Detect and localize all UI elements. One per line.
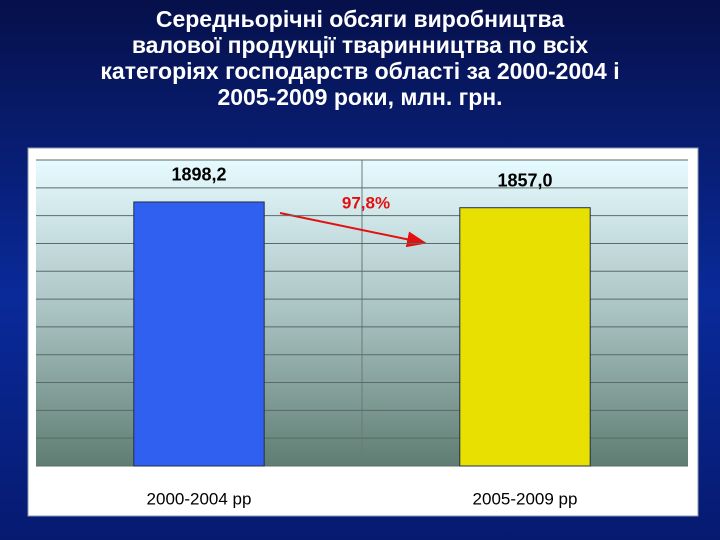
chart-title: Середньорічні обсяги виробництва валової… [100,6,620,110]
change-annotation: 97,8% [342,193,390,212]
value-label: 1857,0 [497,170,552,190]
bar [133,201,265,467]
x-tick-label: 2000-2004 рр [147,489,252,508]
value-label: 1898,2 [171,165,226,185]
bar [459,207,591,467]
change-arrow [279,212,427,248]
x-tick-label: 2005-2009 рр [473,489,578,508]
